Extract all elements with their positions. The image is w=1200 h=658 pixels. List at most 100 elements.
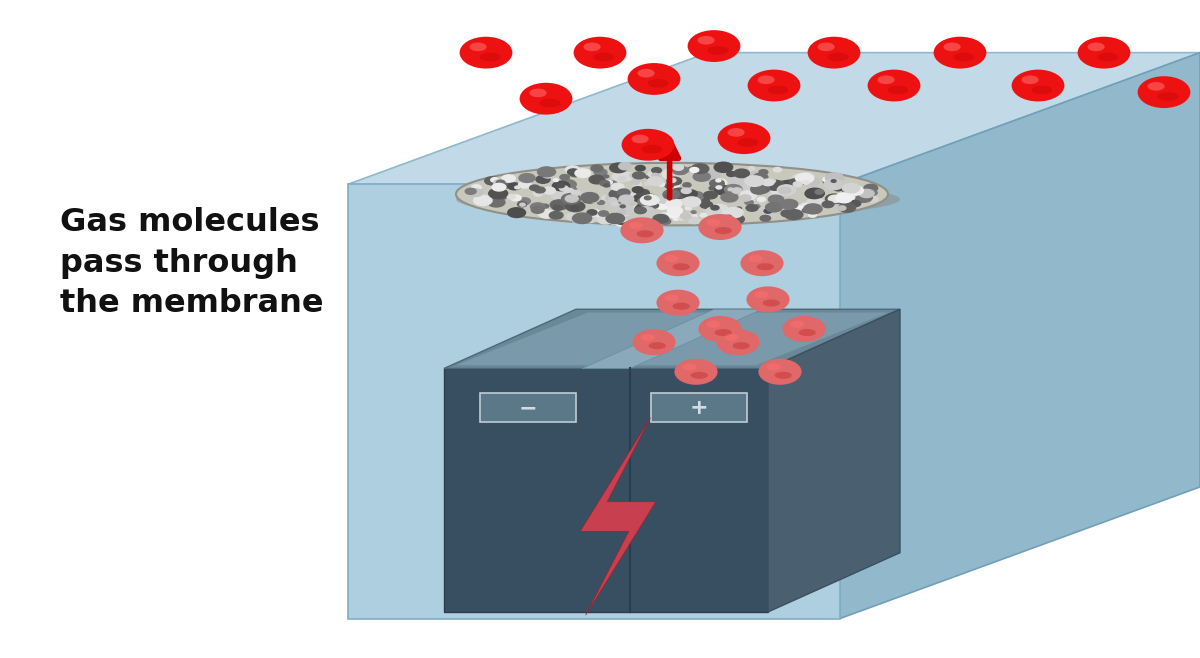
Circle shape bbox=[769, 192, 782, 199]
Circle shape bbox=[846, 186, 864, 195]
Circle shape bbox=[845, 189, 856, 195]
Circle shape bbox=[632, 172, 646, 179]
Circle shape bbox=[667, 207, 683, 215]
Circle shape bbox=[492, 184, 506, 191]
Circle shape bbox=[664, 197, 682, 207]
Circle shape bbox=[644, 182, 650, 186]
Circle shape bbox=[466, 188, 476, 194]
Ellipse shape bbox=[746, 286, 790, 313]
Ellipse shape bbox=[758, 359, 802, 385]
Circle shape bbox=[734, 169, 749, 178]
Ellipse shape bbox=[480, 53, 500, 61]
Circle shape bbox=[804, 204, 822, 214]
Ellipse shape bbox=[1012, 70, 1064, 101]
Circle shape bbox=[559, 180, 576, 189]
Circle shape bbox=[721, 219, 728, 223]
Circle shape bbox=[718, 215, 722, 217]
Circle shape bbox=[662, 190, 679, 199]
Circle shape bbox=[848, 202, 858, 207]
Circle shape bbox=[551, 190, 570, 200]
Circle shape bbox=[652, 168, 661, 173]
Circle shape bbox=[553, 179, 558, 182]
Ellipse shape bbox=[1158, 92, 1178, 101]
Ellipse shape bbox=[629, 222, 642, 229]
Circle shape bbox=[649, 203, 659, 208]
Polygon shape bbox=[768, 309, 900, 612]
Circle shape bbox=[829, 187, 834, 190]
Circle shape bbox=[790, 179, 799, 184]
Circle shape bbox=[751, 172, 760, 178]
Circle shape bbox=[648, 172, 658, 177]
Circle shape bbox=[635, 207, 647, 214]
Circle shape bbox=[745, 199, 754, 204]
Circle shape bbox=[497, 180, 505, 185]
Circle shape bbox=[620, 172, 635, 180]
Circle shape bbox=[709, 186, 716, 190]
Circle shape bbox=[606, 180, 612, 184]
Ellipse shape bbox=[716, 329, 760, 355]
Ellipse shape bbox=[622, 129, 674, 161]
Circle shape bbox=[725, 215, 732, 218]
Circle shape bbox=[658, 197, 670, 203]
Circle shape bbox=[774, 168, 781, 172]
Circle shape bbox=[766, 180, 785, 190]
Circle shape bbox=[619, 163, 631, 170]
Ellipse shape bbox=[683, 363, 696, 370]
Circle shape bbox=[604, 184, 610, 187]
Circle shape bbox=[534, 191, 542, 196]
Ellipse shape bbox=[732, 342, 750, 349]
Circle shape bbox=[611, 212, 629, 222]
Bar bbox=[650, 393, 746, 422]
Circle shape bbox=[518, 198, 530, 205]
Circle shape bbox=[632, 182, 642, 187]
Polygon shape bbox=[444, 368, 768, 612]
Circle shape bbox=[618, 199, 628, 203]
Ellipse shape bbox=[456, 181, 900, 218]
Ellipse shape bbox=[649, 342, 666, 349]
Circle shape bbox=[740, 191, 756, 200]
Circle shape bbox=[768, 195, 784, 203]
Circle shape bbox=[786, 183, 794, 188]
Circle shape bbox=[762, 179, 774, 186]
Ellipse shape bbox=[943, 43, 961, 51]
Ellipse shape bbox=[715, 227, 732, 234]
Circle shape bbox=[583, 215, 596, 222]
Circle shape bbox=[539, 210, 554, 218]
Ellipse shape bbox=[763, 299, 780, 307]
Ellipse shape bbox=[637, 69, 655, 78]
Circle shape bbox=[823, 176, 834, 182]
Circle shape bbox=[750, 176, 758, 182]
Circle shape bbox=[598, 206, 605, 210]
Circle shape bbox=[536, 176, 550, 184]
Circle shape bbox=[703, 191, 718, 199]
Circle shape bbox=[706, 207, 721, 215]
Circle shape bbox=[680, 213, 691, 219]
Circle shape bbox=[632, 187, 643, 193]
Ellipse shape bbox=[698, 316, 742, 342]
Ellipse shape bbox=[1021, 76, 1039, 84]
Circle shape bbox=[568, 169, 578, 175]
Ellipse shape bbox=[574, 37, 626, 68]
Ellipse shape bbox=[456, 163, 888, 225]
Circle shape bbox=[570, 170, 581, 177]
Ellipse shape bbox=[708, 46, 728, 55]
Ellipse shape bbox=[688, 30, 740, 62]
Ellipse shape bbox=[628, 63, 680, 95]
Circle shape bbox=[839, 203, 856, 212]
Circle shape bbox=[655, 202, 668, 209]
Ellipse shape bbox=[791, 320, 804, 328]
Circle shape bbox=[716, 179, 721, 182]
Circle shape bbox=[683, 183, 691, 188]
Circle shape bbox=[803, 180, 809, 184]
Text: Gas molecules
pass through
the membrane: Gas molecules pass through the membrane bbox=[60, 207, 324, 319]
Circle shape bbox=[828, 195, 841, 203]
Circle shape bbox=[850, 201, 860, 207]
Circle shape bbox=[688, 167, 695, 171]
Text: −: − bbox=[518, 398, 538, 418]
Circle shape bbox=[664, 195, 670, 198]
Circle shape bbox=[700, 201, 713, 209]
Circle shape bbox=[582, 195, 596, 203]
Circle shape bbox=[830, 186, 836, 189]
Ellipse shape bbox=[868, 70, 920, 101]
Circle shape bbox=[472, 185, 481, 190]
